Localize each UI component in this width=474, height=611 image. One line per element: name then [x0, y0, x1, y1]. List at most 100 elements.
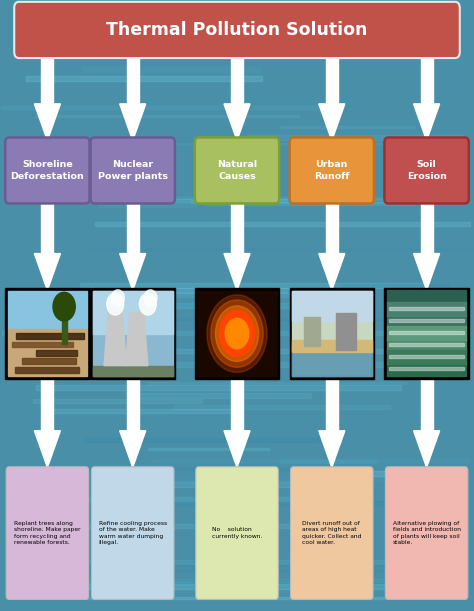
- Bar: [95, 222, 470, 226]
- Bar: [195, 288, 279, 379]
- Text: Shoreline
Deforestation: Shoreline Deforestation: [10, 160, 84, 181]
- Circle shape: [107, 293, 124, 315]
- Bar: [341, 284, 449, 287]
- Circle shape: [225, 318, 249, 349]
- Bar: [50, 10, 229, 15]
- Bar: [174, 404, 390, 409]
- Bar: [304, 316, 320, 346]
- Bar: [2, 331, 384, 335]
- Circle shape: [219, 311, 255, 356]
- Bar: [98, 202, 196, 207]
- Bar: [292, 346, 372, 376]
- FancyBboxPatch shape: [14, 2, 460, 58]
- Bar: [46, 49, 406, 53]
- Bar: [387, 290, 466, 304]
- Circle shape: [215, 306, 259, 362]
- Bar: [73, 565, 431, 571]
- FancyBboxPatch shape: [290, 137, 374, 203]
- Text: Alternative plowing of
fields and introduction
of plants will keep soil
stable.: Alternative plowing of fields and introd…: [392, 521, 461, 545]
- Bar: [23, 467, 321, 470]
- Bar: [48, 293, 337, 298]
- Bar: [42, 199, 53, 254]
- Bar: [421, 199, 432, 254]
- Bar: [387, 326, 466, 340]
- Bar: [225, 98, 351, 101]
- Bar: [22, 359, 76, 364]
- Polygon shape: [119, 431, 146, 467]
- Circle shape: [144, 290, 157, 307]
- Bar: [15, 367, 79, 373]
- Bar: [12, 342, 73, 348]
- Bar: [12, 606, 152, 609]
- Bar: [280, 459, 376, 463]
- Polygon shape: [319, 104, 345, 141]
- Polygon shape: [224, 254, 250, 290]
- Bar: [157, 349, 383, 353]
- Bar: [326, 199, 337, 254]
- Circle shape: [53, 292, 75, 321]
- Bar: [279, 584, 404, 587]
- Bar: [384, 288, 469, 379]
- Bar: [82, 597, 388, 599]
- Circle shape: [211, 300, 263, 367]
- Bar: [389, 307, 464, 310]
- Bar: [52, 477, 397, 481]
- Circle shape: [207, 295, 267, 372]
- FancyBboxPatch shape: [195, 137, 279, 203]
- Bar: [147, 382, 406, 384]
- Text: Urban
Runoff: Urban Runoff: [314, 160, 349, 181]
- Bar: [81, 283, 428, 288]
- Bar: [292, 291, 372, 376]
- Bar: [89, 247, 474, 251]
- Bar: [93, 291, 173, 334]
- Bar: [387, 362, 466, 376]
- Text: Soil
Erosion: Soil Erosion: [407, 160, 447, 181]
- Bar: [205, 202, 415, 205]
- Polygon shape: [319, 254, 345, 290]
- Bar: [79, 304, 413, 307]
- Bar: [8, 579, 395, 582]
- Bar: [82, 67, 260, 72]
- Bar: [8, 329, 87, 376]
- Bar: [292, 291, 372, 321]
- Polygon shape: [224, 104, 250, 141]
- Polygon shape: [319, 431, 345, 467]
- Bar: [290, 288, 374, 379]
- Bar: [93, 365, 173, 376]
- Bar: [8, 291, 87, 329]
- Bar: [42, 143, 426, 145]
- Bar: [106, 362, 458, 367]
- Bar: [127, 199, 138, 254]
- Bar: [389, 343, 464, 346]
- Bar: [131, 392, 311, 398]
- Polygon shape: [119, 254, 146, 290]
- Bar: [33, 398, 202, 403]
- Bar: [389, 331, 464, 334]
- Bar: [55, 29, 412, 34]
- Polygon shape: [119, 104, 146, 141]
- Bar: [326, 376, 337, 431]
- Polygon shape: [413, 431, 439, 467]
- Polygon shape: [224, 431, 250, 467]
- Bar: [1, 106, 330, 109]
- Bar: [127, 376, 138, 431]
- Bar: [389, 367, 464, 370]
- Bar: [96, 318, 436, 320]
- Bar: [36, 385, 401, 390]
- Bar: [36, 350, 77, 356]
- Bar: [5, 288, 90, 379]
- Bar: [215, 24, 357, 28]
- Text: No    solution
currently known.: No solution currently known.: [212, 527, 262, 539]
- Text: Thermal Pollution Solution: Thermal Pollution Solution: [106, 21, 368, 39]
- Bar: [42, 52, 53, 104]
- Polygon shape: [34, 431, 61, 467]
- Polygon shape: [34, 254, 61, 290]
- Text: Replant trees along
shoreline. Make paper
form recycling and
renewable forests.: Replant trees along shoreline. Make pape…: [14, 521, 81, 545]
- Bar: [231, 376, 243, 431]
- Bar: [231, 199, 243, 254]
- Bar: [158, 482, 343, 486]
- Bar: [26, 76, 263, 81]
- Bar: [80, 497, 365, 501]
- Bar: [27, 291, 223, 295]
- FancyBboxPatch shape: [196, 467, 278, 599]
